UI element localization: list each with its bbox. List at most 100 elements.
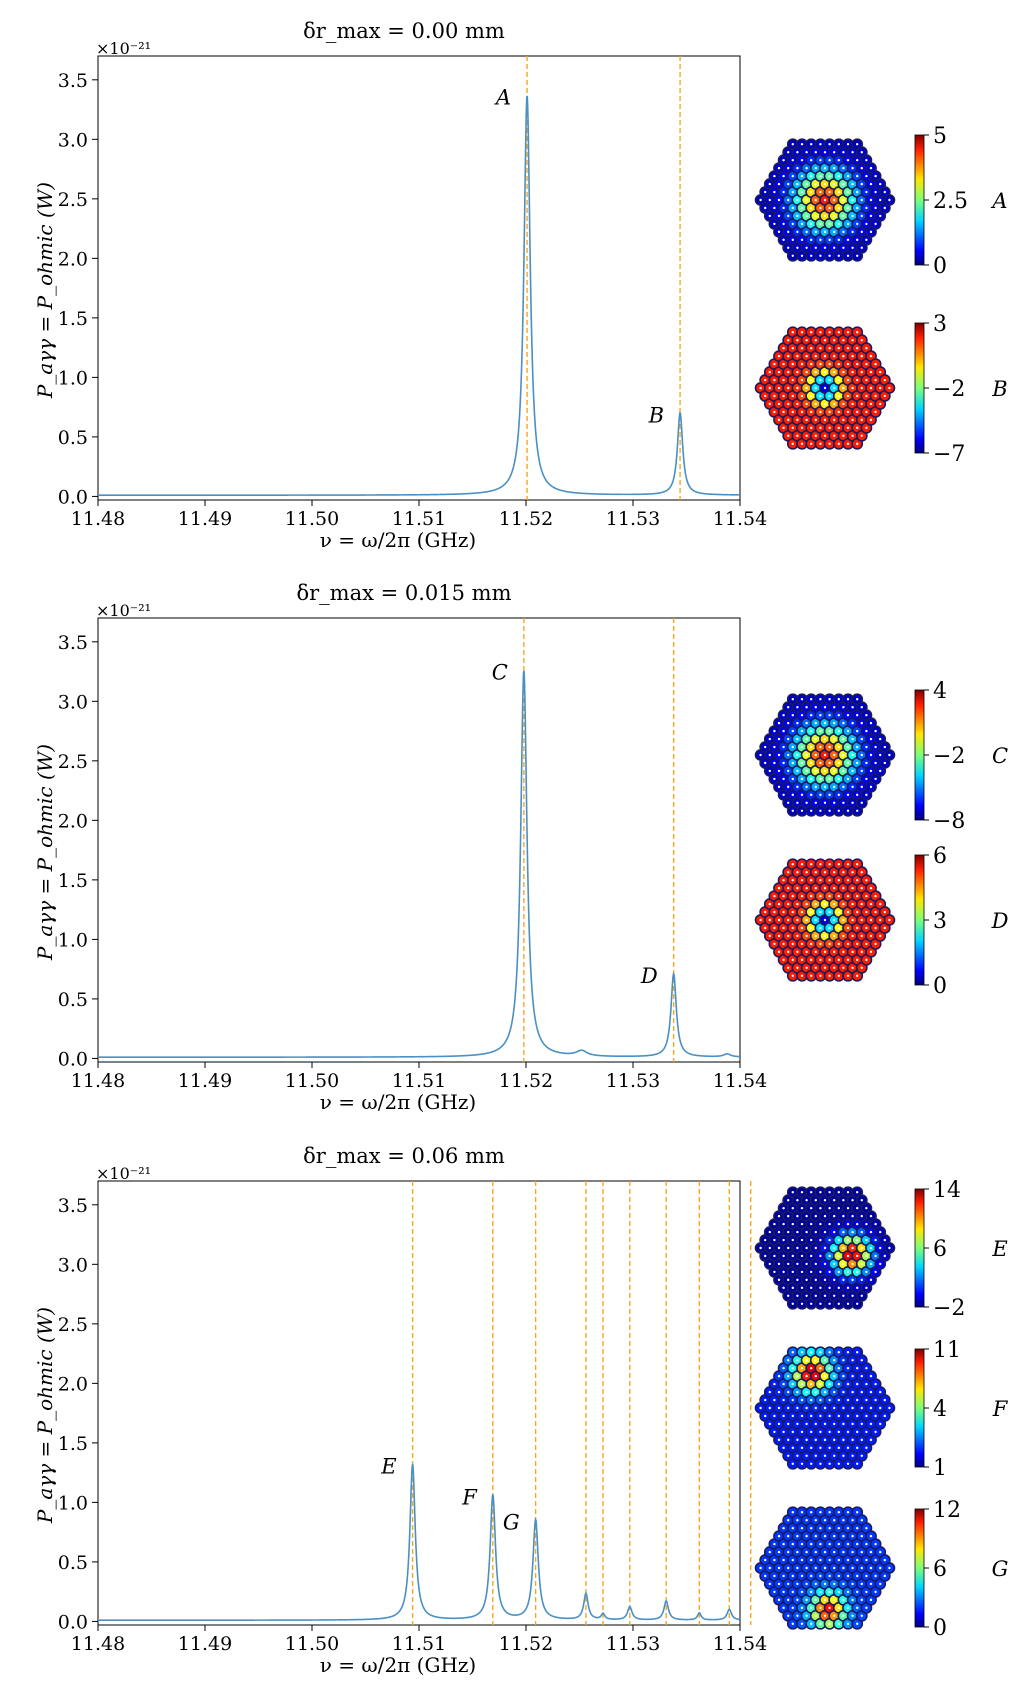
rod-center [805,1390,808,1394]
rod-center [773,894,776,898]
rod-center [764,394,767,398]
rod-center [846,1191,850,1194]
rod-center [842,1534,845,1538]
rod-center [819,1606,822,1610]
rod-center [787,1278,790,1282]
rod-center [782,761,785,765]
rod-center [874,745,877,749]
rod-center [787,1214,790,1218]
rod-center [782,410,785,414]
rod-center [869,1214,873,1218]
mode-pattern-inset: 12 6 0 G [754,1498,1008,1641]
rod-center [810,878,813,882]
rod-center [842,902,845,906]
peak-label: C [492,661,508,685]
rod-center [856,442,859,445]
rod-center [759,198,762,202]
rod-center [800,863,804,866]
rod-center [796,150,799,154]
rod-center [837,238,840,242]
rod-center [837,894,840,898]
rod-center [777,230,781,234]
rod-center [828,1302,831,1305]
rod-center [833,1198,836,1202]
rod-center [846,729,850,733]
rod-center [833,966,836,970]
rod-center [819,143,822,146]
rod-center [865,1606,868,1610]
rod-center [860,966,863,970]
rod-center [856,777,859,781]
rod-center [768,769,771,773]
rod-center [856,174,859,178]
rod-center [879,1582,882,1586]
rod-center [833,1294,836,1298]
rod-center [800,777,804,781]
rod-center [800,1222,804,1226]
rod-center [856,1446,859,1450]
rod-center [791,1302,794,1305]
rod-center [846,190,850,194]
rod-center [777,886,781,890]
rod-center [865,1430,868,1434]
rod-center [814,434,817,438]
rod-center [805,721,808,725]
rod-center [814,721,817,725]
rod-center [851,1598,854,1602]
rod-center [874,1574,877,1578]
rod-center [851,386,854,390]
rod-center [869,1566,873,1570]
rod-center [869,370,873,374]
rod-center [764,190,767,194]
rod-center [842,354,845,358]
rod-center [856,1542,859,1546]
rod-center [856,410,859,414]
rod-center [860,198,863,202]
rod-center [787,1230,790,1234]
rod-center [787,370,790,374]
rod-center [819,190,822,194]
rod-center [856,761,859,765]
rod-center [805,1278,808,1282]
rod-center [856,143,859,146]
rod-center [800,1590,804,1594]
rod-center [791,426,794,430]
rod-center [828,926,831,930]
rod-center [791,713,794,717]
rod-center [842,721,845,725]
colorbar-tick-label: −2 [933,377,965,402]
rod-center [805,753,808,757]
rod-center [842,198,845,202]
colorbar [914,1188,925,1308]
rod-center [777,1246,781,1250]
rod-center [823,1278,827,1282]
rod-center [777,918,781,922]
rod-center [856,331,859,334]
rod-center [787,1422,790,1426]
rod-center [846,1574,850,1578]
rod-center [837,174,840,178]
rod-center [833,1550,836,1554]
x-tick-label: 11.53 [606,1633,660,1655]
rod-center [837,1622,840,1625]
rod-center [800,238,804,242]
rod-center [846,878,850,882]
rod-center [842,434,845,438]
rod-center [782,1558,785,1562]
rod-center [856,394,859,398]
rod-center [773,174,776,178]
rod-center [800,1398,804,1402]
y-axis-label: P_aγγ = P_ohmic (W) [33,1307,57,1524]
rod-center [823,386,827,390]
x-tick-label: 11.53 [606,508,660,530]
mode-pattern-inset: 14 6 −2 E [754,1178,1008,1321]
rod-center [846,206,850,210]
rod-center [865,1414,868,1418]
y-tick-label: 2.0 [58,810,88,832]
rod-center [860,1214,863,1218]
rod-center [837,1590,840,1594]
rod-center [796,902,799,906]
rod-center [874,1590,877,1594]
rod-center [814,150,817,154]
rod-center [856,1238,859,1242]
